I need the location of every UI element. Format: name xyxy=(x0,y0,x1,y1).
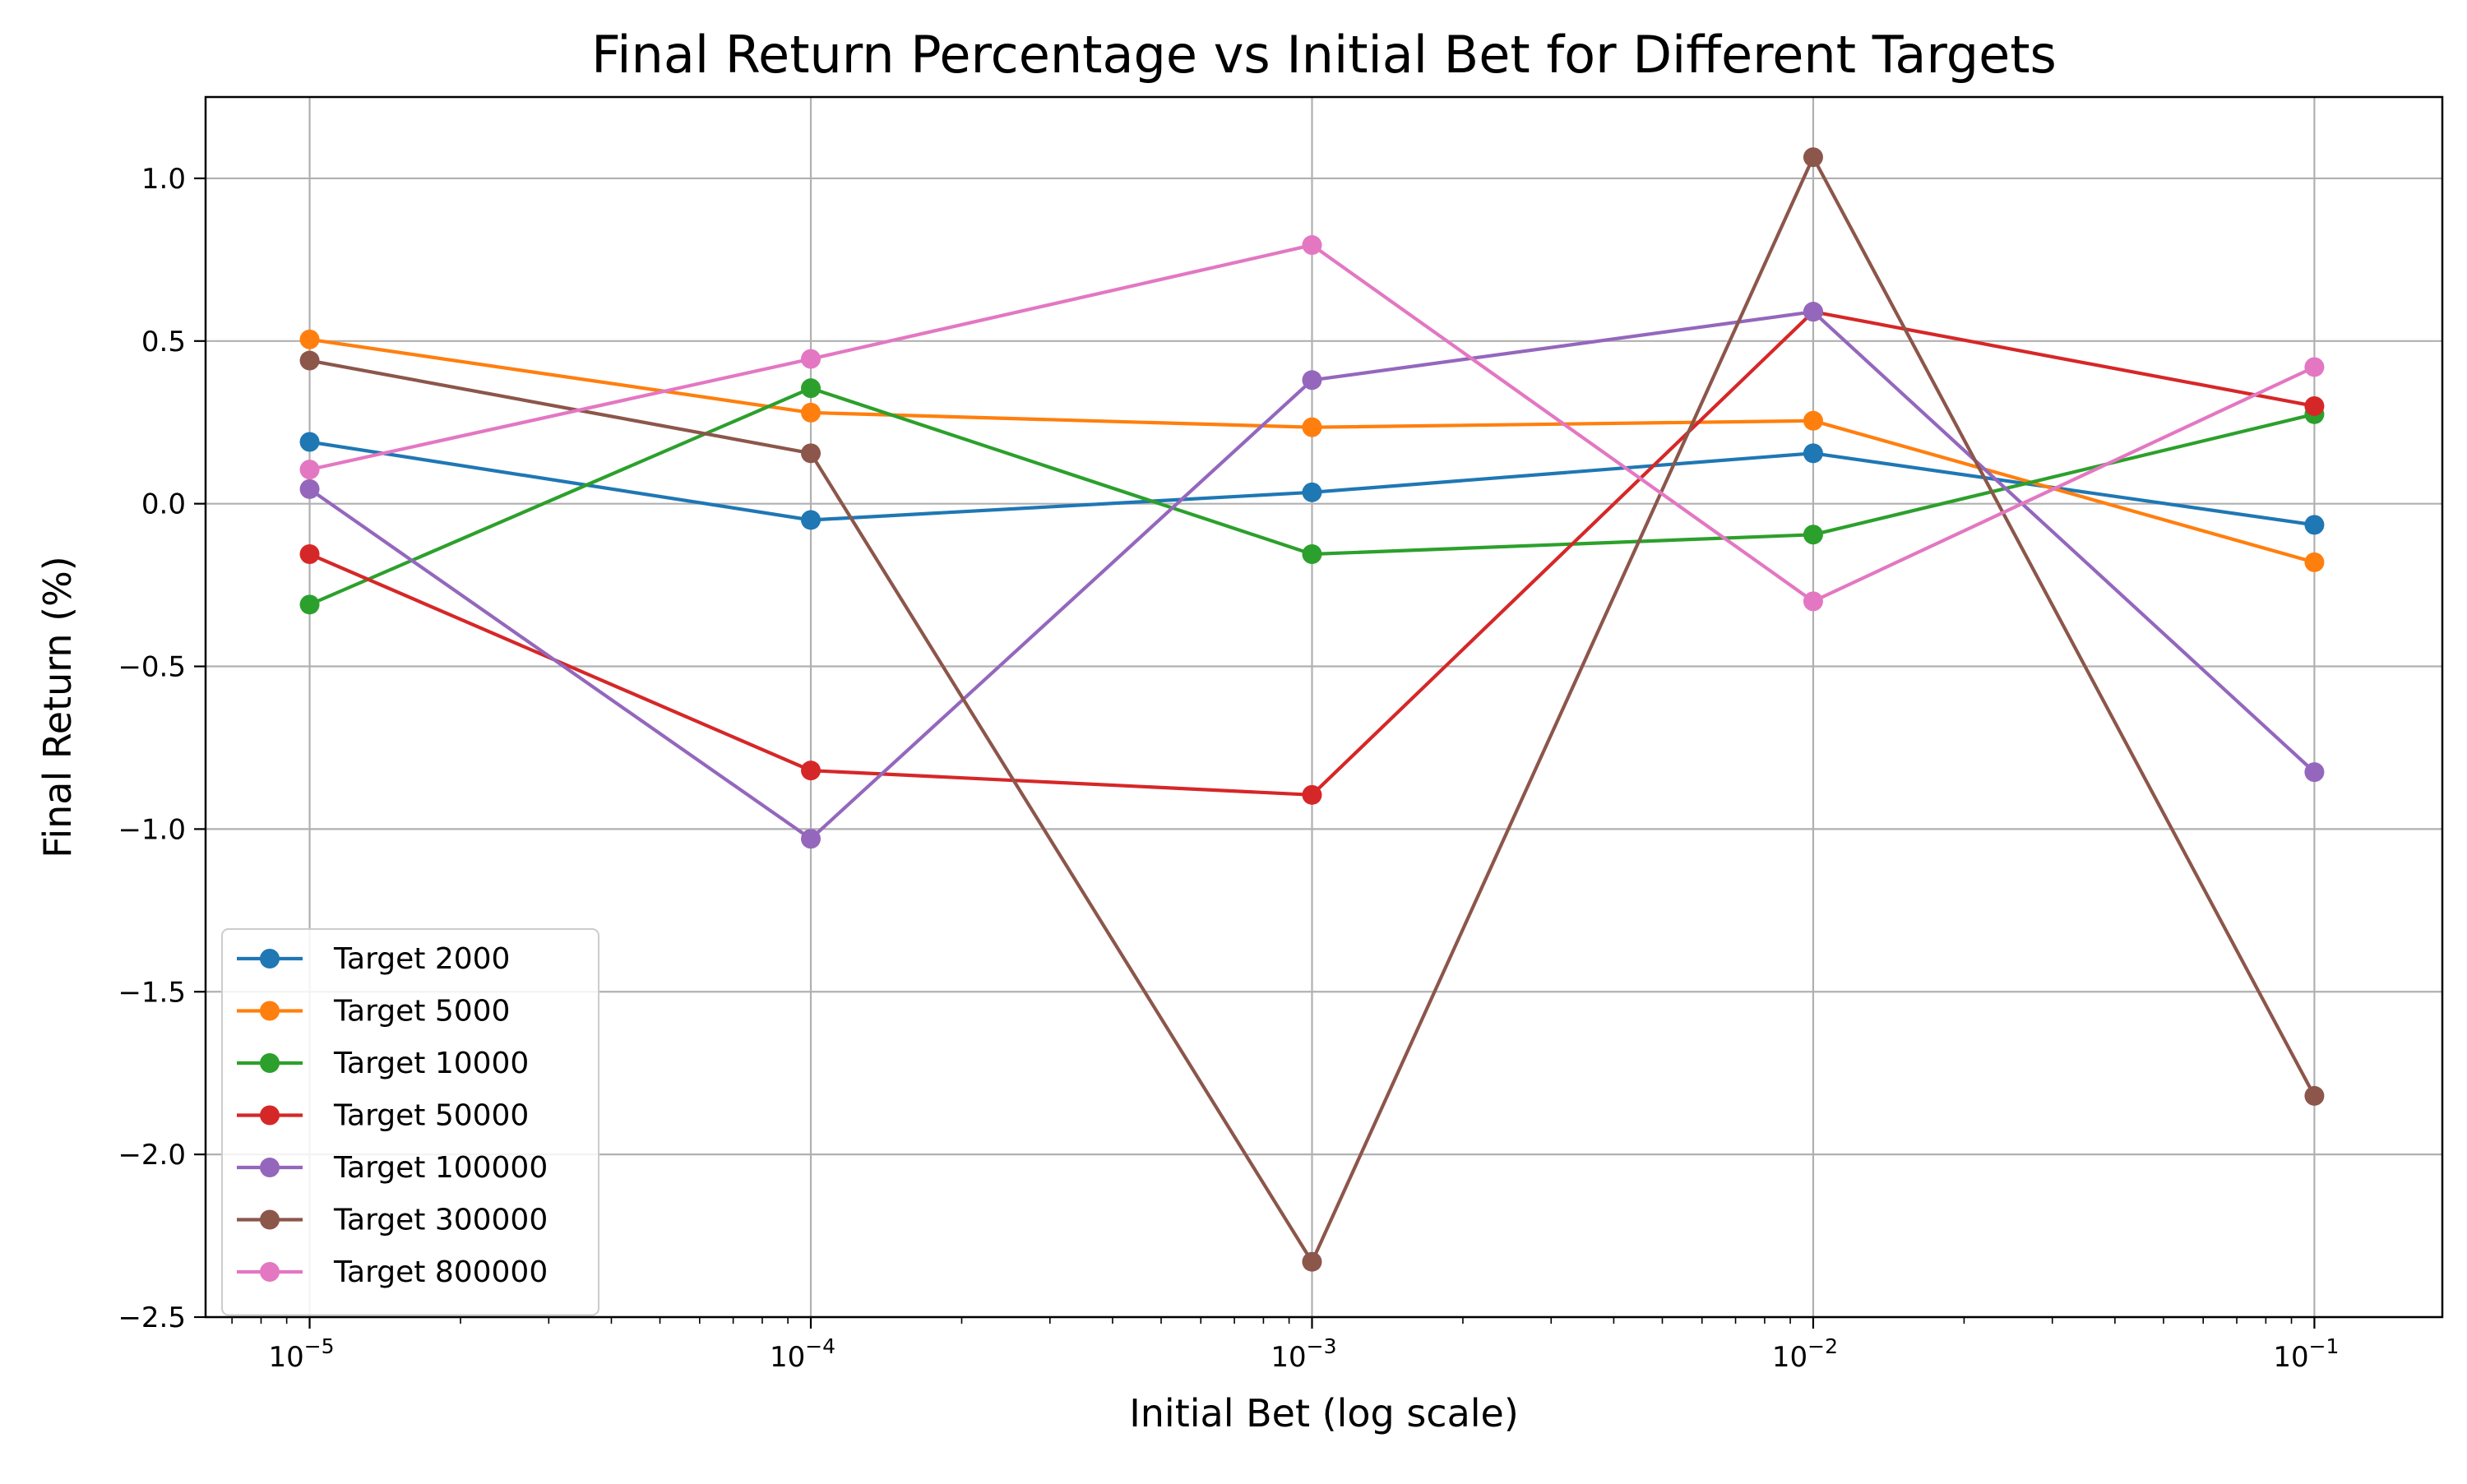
data-point xyxy=(1302,482,1322,502)
x-tick-label: 10−4 xyxy=(770,1334,835,1374)
axis-ticks: 10−5 10−4 10−3 10−2 10−1 1.0 0.5 0.0 −0.5 −1.0 −1.… xyxy=(118,163,2339,1374)
legend-marker xyxy=(260,949,280,969)
data-point xyxy=(299,350,320,371)
data-point xyxy=(801,443,822,464)
y-axis-label: Final Return (%) xyxy=(35,556,80,858)
data-point xyxy=(801,349,822,369)
legend-label: Target 300000 xyxy=(333,1204,548,1237)
data-point xyxy=(299,329,320,349)
legend-label: Target 5000 xyxy=(333,995,510,1029)
y-tick-label: −1.5 xyxy=(118,976,186,1009)
y-tick-label: 0.5 xyxy=(141,326,186,358)
data-point xyxy=(801,402,822,423)
x-tick-label: 10−5 xyxy=(268,1334,334,1374)
legend-item: Target 2000 xyxy=(237,942,510,976)
y-tick-label: 0.0 xyxy=(141,488,186,521)
legend-marker xyxy=(260,1053,280,1073)
legend-item: Target 300000 xyxy=(237,1204,548,1237)
data-point xyxy=(1302,1251,1322,1272)
y-tick-label: −2.0 xyxy=(118,1139,186,1172)
data-point xyxy=(801,760,822,781)
legend-item: Target 800000 xyxy=(237,1255,548,1289)
series-target-300000 xyxy=(299,147,2325,1272)
data-point xyxy=(2304,357,2325,377)
legend-marker xyxy=(260,1105,280,1126)
series-group xyxy=(299,147,2325,1272)
plot-area-frame xyxy=(204,95,2444,1319)
data-point xyxy=(1302,235,1322,256)
data-point xyxy=(1302,784,1322,805)
data-point xyxy=(801,829,822,849)
legend-label: Target 2000 xyxy=(333,942,510,976)
legend-item: Target 50000 xyxy=(237,1099,529,1133)
legend-item: Target 100000 xyxy=(237,1151,548,1185)
legend-label: Target 50000 xyxy=(333,1099,529,1133)
series-target-100000 xyxy=(299,302,2325,849)
legend-item: Target 10000 xyxy=(237,1047,529,1080)
data-point xyxy=(2304,515,2325,535)
data-point xyxy=(1803,443,1823,464)
data-point xyxy=(801,510,822,530)
y-tick-label: −1.0 xyxy=(118,813,186,846)
legend-label: Target 800000 xyxy=(333,1255,548,1289)
legend-marker xyxy=(260,1001,280,1021)
x-tick-label: 10−1 xyxy=(2273,1334,2339,1374)
series-target-10000 xyxy=(299,378,2325,615)
x-tick-label: 10−2 xyxy=(1772,1334,1838,1374)
data-point xyxy=(299,460,320,480)
legend-item: Target 5000 xyxy=(237,995,510,1029)
data-point xyxy=(801,378,822,399)
legend-marker xyxy=(260,1262,280,1282)
y-tick-label: −2.5 xyxy=(118,1301,186,1334)
data-point xyxy=(1302,544,1322,565)
legend-box xyxy=(221,928,599,1316)
data-point xyxy=(299,544,320,565)
series-target-800000 xyxy=(299,235,2325,612)
data-point xyxy=(299,432,320,452)
data-point xyxy=(2304,552,2325,572)
y-tick-label: 1.0 xyxy=(141,163,186,196)
legend-marker xyxy=(260,1158,280,1177)
data-point xyxy=(2304,1085,2325,1106)
data-point xyxy=(1803,147,1823,168)
chart-title: Final Return Percentage vs Initial Bet f… xyxy=(591,25,2057,85)
legend-label: Target 100000 xyxy=(333,1151,548,1185)
data-point xyxy=(1803,410,1823,431)
data-point xyxy=(1302,370,1322,391)
data-point xyxy=(299,594,320,615)
data-point xyxy=(299,478,320,499)
data-point xyxy=(1302,417,1322,437)
grid xyxy=(206,97,2442,1319)
y-tick-label: −0.5 xyxy=(118,651,186,684)
legend-marker xyxy=(260,1209,280,1230)
series-target-2000 xyxy=(299,432,2325,535)
legend: Target 2000 Target 5000 Target 10000 Target… xyxy=(221,928,599,1316)
data-point xyxy=(1803,302,1823,322)
data-point xyxy=(1803,591,1823,612)
legend-label: Target 10000 xyxy=(333,1047,529,1080)
x-axis-label: Initial Bet (log scale) xyxy=(1129,1391,1519,1435)
x-tick-label: 10−3 xyxy=(1271,1334,1336,1374)
data-point xyxy=(2304,395,2325,416)
data-point xyxy=(2304,762,2325,783)
data-point xyxy=(1803,525,1823,545)
